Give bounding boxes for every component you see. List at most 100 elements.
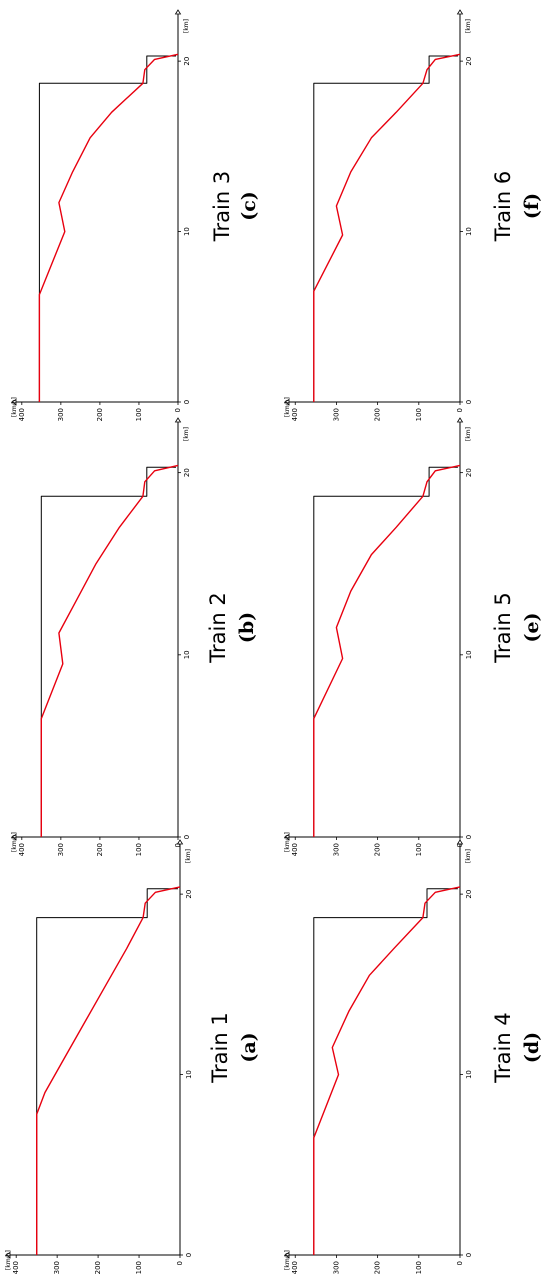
- y-tick-label: 400: [12, 1261, 20, 1274]
- speed-limit-line: [36, 888, 178, 1255]
- panel-title: Train 6: [491, 171, 515, 242]
- chart-panel-6: 0 100 200 300 400 0 10 20 [km/h] [km] Train 6 (f): [284, 9, 543, 421]
- x-tick-label: 10: [465, 227, 473, 236]
- y-axis-arrow: [11, 398, 17, 406]
- x-tick-label: 0: [183, 835, 191, 839]
- panel-title: Train 3: [210, 171, 234, 242]
- y-tick-label: 200: [96, 408, 104, 421]
- y-tick-label: 300: [53, 1261, 61, 1274]
- y-tick-label: 0: [456, 1261, 464, 1265]
- y-tick-label: 100: [135, 408, 143, 421]
- y-tick-label: 400: [291, 408, 299, 421]
- speed-limit-line: [313, 888, 458, 1255]
- panel-label: (f): [521, 193, 543, 219]
- chart-panel-5: 0 100 200 300 400 0 10 20 [km/h] [km] Train 5 (e): [284, 417, 543, 856]
- speed-profile-line: [313, 886, 461, 1255]
- speed-limit-line: [313, 55, 458, 402]
- y-tick-label: 200: [374, 408, 382, 421]
- x-axis-unit: [km]: [183, 19, 190, 33]
- speed-profile-line: [40, 464, 179, 837]
- y-axis-unit: [km/h]: [11, 832, 18, 852]
- x-axis-arrow: [456, 839, 464, 845]
- x-tick-label: 0: [183, 400, 191, 404]
- y-tick-label: 300: [332, 408, 340, 421]
- y-axis-unit: [km/h]: [11, 397, 18, 417]
- x-axis-arrow: [456, 9, 464, 15]
- y-tick-label: 100: [415, 408, 423, 421]
- panel-label: (e): [521, 612, 543, 642]
- x-axis-arrow: [456, 417, 464, 423]
- panel-label: (b): [236, 612, 258, 643]
- x-axis-arrow: [176, 839, 184, 845]
- y-tick-label: 300: [57, 843, 65, 856]
- x-tick-label: 0: [465, 1253, 473, 1257]
- y-tick-label: 200: [374, 1261, 382, 1274]
- y-tick-label: 300: [332, 1261, 340, 1274]
- y-tick-label: 0: [456, 843, 464, 847]
- y-axis-unit: [km/h]: [284, 1250, 291, 1270]
- y-tick-label: 0: [176, 1261, 184, 1265]
- panel-title: Train 1: [208, 1012, 232, 1083]
- y-axis-unit: [km/h]: [5, 1250, 12, 1270]
- x-tick-label: 20: [183, 57, 191, 66]
- x-tick-label: 20: [183, 468, 191, 477]
- speed-limit-line: [38, 55, 176, 402]
- x-axis-arrow: [174, 9, 182, 15]
- speed-limit-line: [313, 466, 458, 837]
- y-tick-label: 200: [94, 1261, 102, 1274]
- x-tick-label: 20: [185, 890, 193, 899]
- x-tick-label: 10: [183, 650, 191, 659]
- x-axis-unit: [km]: [465, 19, 472, 33]
- panel-label: (a): [238, 1032, 260, 1062]
- y-tick-label: 100: [415, 843, 423, 856]
- speed-profile-line: [313, 53, 461, 402]
- y-axis-arrow: [284, 1251, 290, 1259]
- y-axis-arrow: [5, 1251, 11, 1259]
- x-tick-label: 0: [185, 1253, 193, 1257]
- x-tick-label: 20: [465, 890, 473, 899]
- panel-label: (d): [521, 1032, 543, 1063]
- speed-profile-line: [36, 886, 181, 1255]
- x-tick-label: 10: [465, 650, 473, 659]
- y-tick-label: 400: [291, 1261, 299, 1274]
- y-tick-label: 0: [174, 843, 182, 847]
- y-tick-label: 100: [135, 1261, 143, 1274]
- y-axis-unit: [km/h]: [284, 397, 291, 417]
- x-axis-unit: [km]: [185, 849, 192, 863]
- x-axis-unit: [km]: [183, 427, 190, 441]
- y-tick-label: 300: [57, 408, 65, 421]
- y-axis-arrow: [284, 398, 290, 406]
- panel-title: Train 5: [491, 592, 515, 663]
- y-tick-label: 200: [374, 843, 382, 856]
- x-axis-arrow: [174, 417, 182, 423]
- y-tick-label: 0: [456, 408, 464, 412]
- speed-profile-line: [38, 53, 179, 402]
- chart-panel-4: 0 100 200 300 400 0 10 20 [km/h] [km] Train 4 (d): [284, 839, 543, 1274]
- x-tick-label: 20: [465, 57, 473, 66]
- speed-profile-line: [313, 464, 461, 837]
- panel-title: Train 4: [491, 1012, 515, 1083]
- y-tick-label: 400: [18, 843, 26, 856]
- x-tick-label: 0: [465, 835, 473, 839]
- x-tick-label: 10: [183, 227, 191, 236]
- y-tick-label: 0: [174, 408, 182, 412]
- y-tick-label: 200: [96, 843, 104, 856]
- x-tick-label: 20: [465, 468, 473, 477]
- y-axis-unit: [km/h]: [284, 832, 291, 852]
- x-axis-unit: [km]: [465, 849, 472, 863]
- x-tick-label: 10: [185, 1070, 193, 1079]
- y-tick-label: 400: [291, 843, 299, 856]
- y-tick-label: 100: [415, 1261, 423, 1274]
- panel-label: (c): [238, 191, 260, 221]
- y-axis-arrow: [284, 833, 290, 841]
- y-tick-label: 100: [135, 843, 143, 856]
- y-tick-label: 300: [332, 843, 340, 856]
- chart-panel-3: 0 100 200 300 400 0 10 20 [km/h] [km] Train 3 (c): [11, 9, 260, 421]
- chart-panel-2: 0 100 200 300 400 0 10 20 [km/h] [km] Train 2 (b): [11, 417, 258, 856]
- x-axis-unit: [km]: [465, 427, 472, 441]
- chart-panel-1: 0 100 200 300 400 0 10 20 [km/h] [km] Train 1 (a): [5, 839, 260, 1274]
- y-tick-label: 400: [18, 408, 26, 421]
- x-tick-label: 10: [465, 1070, 473, 1079]
- speed-limit-line: [40, 466, 176, 837]
